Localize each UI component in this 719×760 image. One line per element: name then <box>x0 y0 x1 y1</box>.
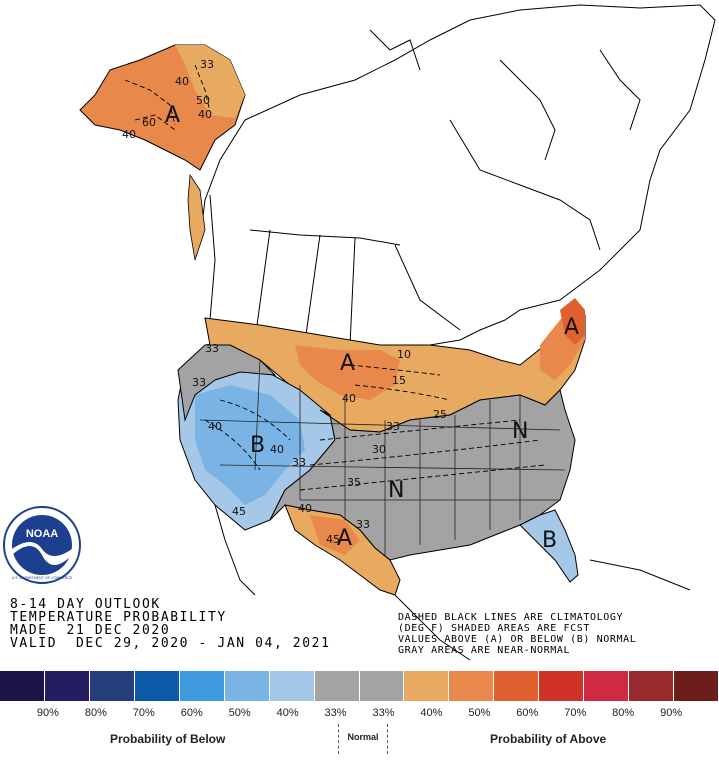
contour-label: 45 <box>232 505 246 518</box>
contour-label: 35 <box>347 476 361 489</box>
legend-swatch <box>314 671 360 701</box>
region-letter-north-plains: A <box>340 351 355 376</box>
region-florida <box>519 509 579 583</box>
legend-tick-label: 80% <box>612 707 635 719</box>
noaa-logo-text: NOAA <box>26 528 58 540</box>
legend-swatch <box>269 671 315 701</box>
legend-tick-label: 70% <box>132 707 155 719</box>
region-letter-east: N <box>512 419 528 444</box>
region-north-plains <box>295 345 400 400</box>
legend-tick-label <box>0 707 24 723</box>
legend-swatch <box>44 671 90 701</box>
legend-tick-label: 90% <box>660 707 683 719</box>
legend-tick-label: 40% <box>276 707 299 719</box>
legend-tick-label: 60% <box>180 707 203 719</box>
state-boundaries <box>199 359 566 555</box>
legend-tick-label: 50% <box>468 707 491 719</box>
map-note: DASHED BLACK LINES ARE CLIMATOLOGY (DEG F… <box>398 612 636 656</box>
contour-label: 33 <box>205 342 219 355</box>
legend-tick-label: 60% <box>516 707 539 719</box>
noaa-ring-text: U.S. DEPARTMENT OF COMMERCE <box>12 576 73 580</box>
region-northwest-gray <box>177 344 277 422</box>
contour-label: 33 <box>386 420 400 433</box>
legend-above-label: Probability of Above <box>490 732 607 746</box>
region-letter-south-plains: A <box>337 526 352 551</box>
region-letter-florida: B <box>542 528 557 553</box>
region-letter-alaska: A <box>165 103 180 128</box>
canada-outline <box>199 4 716 346</box>
contour-label: 45 <box>326 533 340 546</box>
probability-legend-ticks: 90% 80% 70% 60% 50% 40% 33% 33% 40% 50% 60% 70% 80% 9… <box>0 707 719 723</box>
caption-line: 8-14 DAY OUTLOOK <box>10 597 161 612</box>
legend-normal-label: Normal <box>347 732 379 742</box>
region-letter-southwest: B <box>250 433 265 458</box>
contour-label: 40 <box>198 108 212 121</box>
probability-legend-bar <box>0 671 719 701</box>
contour-label: 33 <box>192 376 206 389</box>
legend-swatch <box>134 671 180 701</box>
legend-swatch <box>224 671 270 701</box>
noaa-logo: NOAA U.S. DEPARTMENT OF COMMERCE <box>3 506 81 584</box>
region-alaska: A 33 40 50 60 40 40 <box>79 44 246 261</box>
legend-tick-label: 33% <box>372 707 395 719</box>
contour-label: 40 <box>122 128 136 141</box>
note-line: DASHED BLACK LINES ARE CLIMATOLOGY <box>398 612 624 623</box>
mexico-outline <box>214 504 691 661</box>
legend-tick-label: 90% <box>36 707 59 719</box>
contour-label: 40 <box>208 420 222 433</box>
legend-normal-box: Normal <box>338 724 388 754</box>
note-line: VALUES ABOVE (A) OR BELOW (B) NORMAL <box>398 634 637 645</box>
legend-swatch <box>404 671 450 701</box>
legend-tick-label: 40% <box>420 707 443 719</box>
contour-label: 40 <box>342 392 356 405</box>
legend-swatch <box>674 671 719 701</box>
contour-label: 33 <box>292 456 306 469</box>
legend-swatch <box>359 671 405 701</box>
outlook-caption: 8-14 DAY OUTLOOK TEMPERATURE PROBABILITY M… <box>10 598 331 650</box>
note-line: (DEG F) SHADED AREAS ARE FCST <box>398 623 590 634</box>
legend-swatch <box>584 671 630 701</box>
caption-line: VALID DEC 29, 2020 - JAN 04, 2021 <box>10 636 331 651</box>
contour-label: 33 <box>356 518 370 531</box>
climatology-lines <box>204 364 546 491</box>
contour-label: 33 <box>200 58 214 71</box>
note-line: GRAY AREAS ARE NEAR-NORMAL <box>398 645 571 656</box>
legend-swatch <box>89 671 135 701</box>
contour-label: 60 <box>142 116 156 129</box>
legend-swatch <box>494 671 540 701</box>
region-south-plains-core <box>310 515 360 555</box>
region-letter-new-england: A <box>564 315 579 340</box>
legend-swatch <box>539 671 585 701</box>
contour-label: 15 <box>392 374 406 387</box>
legend-tick-label: 80% <box>84 707 107 719</box>
caption-line: TEMPERATURE PROBABILITY <box>10 610 227 625</box>
contour-label: 40 <box>298 502 312 515</box>
contour-label: 30 <box>372 443 386 456</box>
contour-label: 40 <box>175 75 189 88</box>
caption-line: MADE 21 DEC 2020 <box>10 623 171 638</box>
legend-tick-label: 70% <box>564 707 587 719</box>
legend-tick-label: 50% <box>228 707 251 719</box>
legend-swatch <box>179 671 225 701</box>
contour-label: 25 <box>433 408 447 421</box>
contour-label: 10 <box>397 348 411 361</box>
contour-label: 40 <box>270 443 284 456</box>
region-southwest-core <box>195 385 305 505</box>
region-letter-central: N <box>388 478 404 503</box>
region-central-east <box>269 389 576 561</box>
legend-below-label: Probability of Below <box>110 732 226 746</box>
legend-swatch <box>449 671 495 701</box>
outlook-map: A 33 40 50 60 40 40 <box>3 4 716 661</box>
legend-swatch <box>0 671 45 701</box>
legend-tick-label <box>695 707 719 723</box>
legend-tick-label: 33% <box>324 707 347 719</box>
region-new-england <box>560 298 585 345</box>
contour-label: 50 <box>196 94 210 107</box>
legend-swatch <box>629 671 675 701</box>
